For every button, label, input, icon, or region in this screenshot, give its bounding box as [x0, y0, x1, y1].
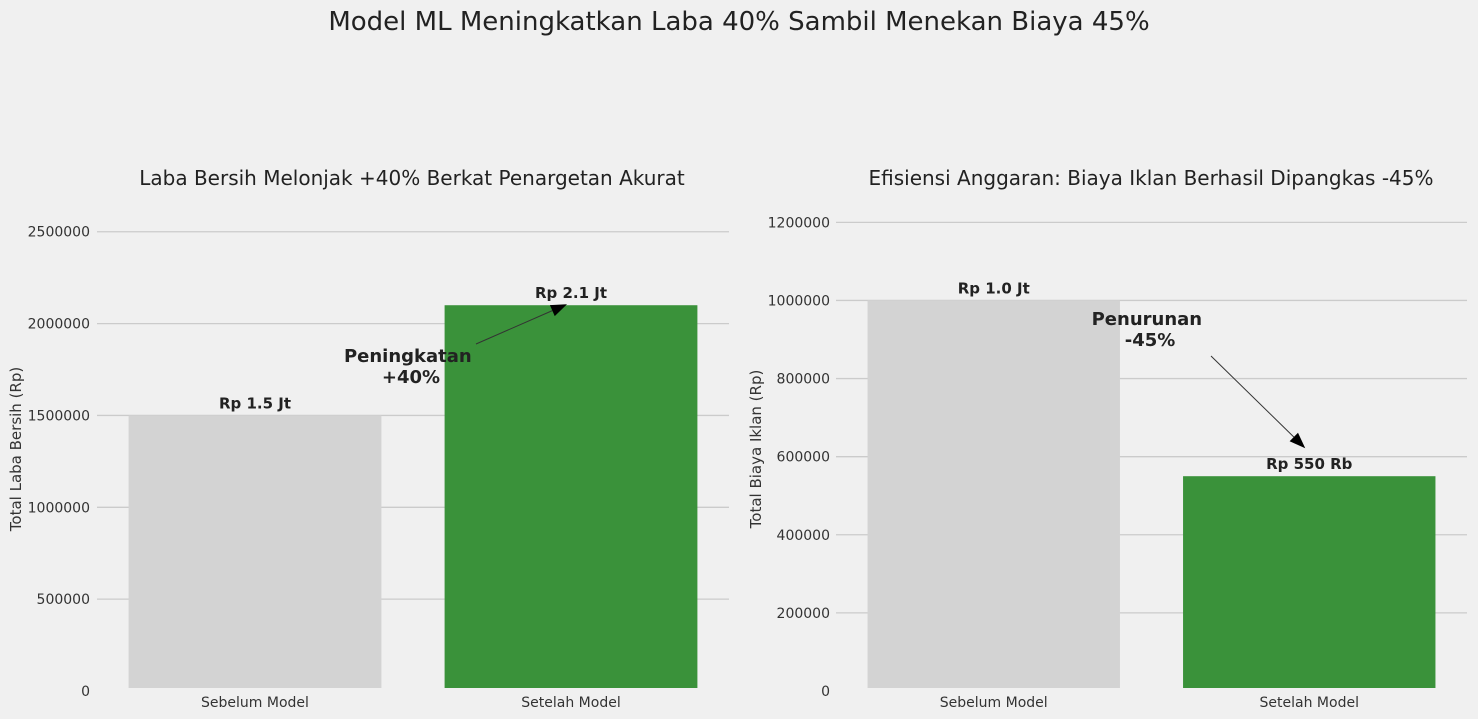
- cost-y-tick-label: 0: [821, 684, 830, 700]
- cost-bar-value-label: Rp 550 Rb: [1266, 455, 1353, 473]
- cost-chart-panel: Efisiensi Anggaran: Biaya Iklan Berhasil…: [747, 166, 1467, 711]
- cost-bar-value-label: Rp 1.0 Jt: [958, 279, 1030, 297]
- cost-x-tick-label: Setelah Model: [1260, 695, 1359, 711]
- profit-bars: [128, 305, 698, 688]
- cost-annotation: Penurunan -45%: [1092, 309, 1306, 449]
- profit-bar-before: [128, 415, 382, 688]
- profit-x-tick-label: Sebelum Model: [201, 695, 309, 711]
- profit-annotation-line-1: Peningkatan: [344, 346, 472, 367]
- profit-y-tick-label: 0: [81, 684, 90, 700]
- cost-y-tick-label: 1200000: [768, 215, 830, 231]
- profit-annotation-arrow-line: [475, 310, 553, 345]
- profit-bar-value-label: Rp 2.1 Jt: [535, 284, 607, 302]
- cost-annotation-line-2: -45%: [1125, 330, 1176, 351]
- cost-chart-title: Efisiensi Anggaran: Biaya Iklan Berhasil…: [868, 166, 1433, 190]
- cost-y-tick-label: 400000: [777, 528, 830, 544]
- cost-annotation-line-1: Penurunan: [1092, 309, 1203, 330]
- profit-annotation-text: Peningkatan +40%: [344, 346, 478, 388]
- profit-annotation-arrow-head: [549, 304, 567, 317]
- profit-chart-panel: Laba Bersih Melonjak +40% Berkat Penarge…: [7, 166, 729, 711]
- cost-bars: [867, 300, 1436, 688]
- profit-annotation: Peningkatan +40%: [344, 304, 567, 388]
- profit-chart-title: Laba Bersih Melonjak +40% Berkat Penarge…: [139, 166, 685, 190]
- cost-y-ticks: 0 200000 400000 600000 800000 1000000 1200000: [768, 215, 830, 700]
- cost-annotation-arrow-head: [1289, 432, 1306, 449]
- cost-x-ticks: Sebelum Model Setelah Model: [940, 695, 1359, 711]
- profit-x-tick-label: Setelah Model: [521, 695, 620, 711]
- cost-y-tick-label: 600000: [777, 450, 830, 466]
- profit-y-tick-label: 1000000: [28, 500, 90, 516]
- profit-y-tick-label: 2000000: [28, 317, 90, 333]
- profit-y-tick-label: 500000: [37, 592, 90, 608]
- profit-y-ticks: 0 500000 1000000 1500000 2000000 2500000: [28, 225, 90, 700]
- cost-y-axis-label: Total Biaya Iklan (Rp): [747, 370, 765, 530]
- profit-x-ticks: Sebelum Model Setelah Model: [201, 695, 621, 711]
- profit-y-tick-label: 1500000: [28, 408, 90, 424]
- cost-y-tick-label: 200000: [777, 606, 830, 622]
- cost-y-tick-label: 1000000: [768, 293, 830, 309]
- profit-annotation-line-2: +40%: [382, 367, 440, 388]
- cost-bar-after: [1183, 476, 1436, 688]
- cost-y-tick-label: 800000: [777, 372, 830, 388]
- profit-bar-value-label: Rp 1.5 Jt: [219, 394, 291, 412]
- cost-annotation-text: Penurunan -45%: [1092, 309, 1209, 351]
- profit-y-tick-label: 2500000: [28, 225, 90, 241]
- profit-bar-after: [444, 305, 698, 688]
- cost-annotation-arrow-line: [1210, 355, 1295, 438]
- profit-bar-labels: Rp 1.5 Jt Rp 2.1 Jt: [219, 284, 607, 412]
- cost-bar-labels: Rp 1.0 Jt Rp 550 Rb: [958, 279, 1353, 473]
- figure-title: Model ML Meningkatkan Laba 40% Sambil Me…: [328, 7, 1149, 37]
- cost-x-tick-label: Sebelum Model: [940, 695, 1048, 711]
- profit-y-axis-label: Total Laba Bersih (Rp): [7, 367, 25, 532]
- cost-bar-before: [867, 300, 1120, 688]
